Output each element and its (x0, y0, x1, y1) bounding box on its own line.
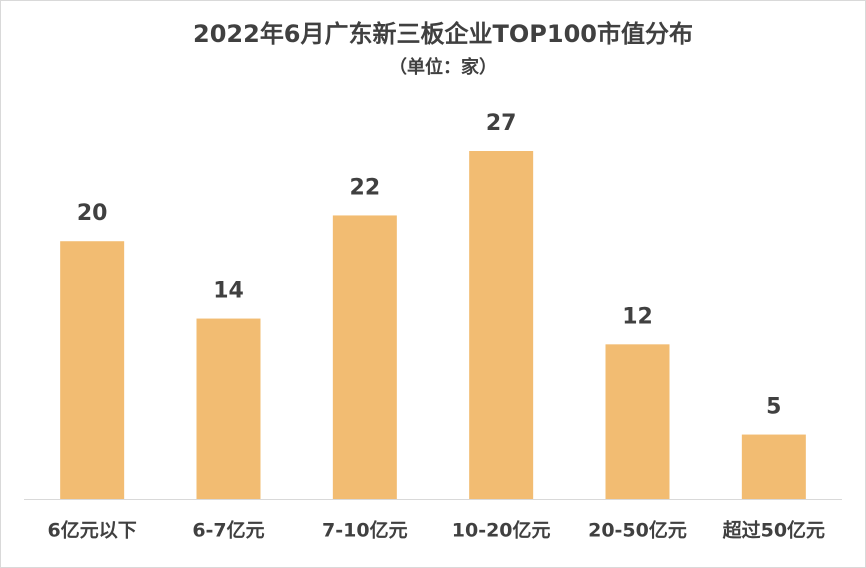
x-tick-label: 超过50亿元 (722, 519, 825, 542)
chart-title: 2022年6月广东新三板企业TOP100市值分布 (193, 20, 693, 48)
x-tick-label: 20-50亿元 (588, 519, 687, 542)
bar (60, 241, 125, 499)
data-label: 5 (766, 395, 781, 420)
chart-subtitle: （单位：家） (389, 56, 497, 78)
data-label: 12 (622, 304, 653, 329)
bar (741, 434, 806, 499)
bar (469, 151, 534, 499)
data-label: 27 (486, 111, 517, 136)
x-tick-label: 6-7亿元 (192, 519, 264, 542)
x-tick-label: 7-10亿元 (322, 519, 408, 542)
data-label: 20 (77, 201, 108, 226)
data-label: 14 (213, 279, 244, 304)
bar (605, 344, 670, 499)
x-tick-label: 6亿元以下 (48, 519, 137, 542)
x-tick-label: 10-20亿元 (452, 519, 551, 542)
data-label: 22 (350, 175, 381, 200)
bar (332, 215, 397, 499)
bar (196, 318, 261, 499)
